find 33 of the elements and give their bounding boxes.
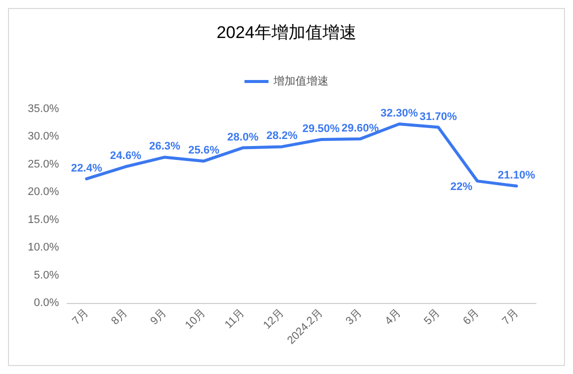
y-tick-label: 10.0% — [28, 242, 60, 254]
y-tick-label: 15.0% — [28, 214, 60, 226]
data-label: 25.6% — [188, 144, 220, 157]
x-tick-label: 6月 — [461, 306, 482, 328]
x-tick-label: 5月 — [422, 306, 443, 328]
data-label: 31.70% — [420, 110, 458, 123]
x-tick-label: 7月 — [70, 306, 91, 328]
data-label: 29.50% — [302, 122, 340, 135]
data-label: 21.10% — [498, 170, 536, 182]
data-label: 22% — [450, 181, 473, 194]
x-tick-label: 9月 — [148, 306, 169, 328]
x-tick-label: 10月 — [183, 306, 208, 332]
x-tick-label: 11月 — [222, 306, 248, 332]
x-tick-label: 12月 — [261, 306, 286, 332]
data-label: 32.30% — [380, 107, 418, 120]
y-tick-label: 0.0% — [34, 297, 60, 309]
data-label: 29.60% — [341, 122, 379, 134]
data-label: 28.0% — [227, 131, 259, 144]
y-tick-label: 35.0% — [28, 103, 60, 115]
y-tick-label: 25.0% — [28, 158, 60, 170]
y-tick-label: 30.0% — [28, 130, 60, 143]
data-label: 22.4% — [70, 162, 102, 174]
data-label: 26.3% — [149, 140, 181, 153]
x-tick-label: 3月 — [344, 306, 364, 328]
x-tick-label: 8月 — [109, 306, 130, 328]
x-tick-label: 7月 — [500, 306, 521, 328]
chart-title: 2024年增加值增速 — [216, 23, 356, 42]
legend-label: 增加值增速 — [272, 74, 328, 88]
y-tick-label: 20.0% — [28, 186, 60, 198]
x-tick-label: 4月 — [382, 306, 404, 328]
y-tick-label: 5.0% — [34, 269, 60, 282]
data-label: 24.6% — [110, 150, 142, 162]
data-label: 28.2% — [266, 130, 298, 142]
